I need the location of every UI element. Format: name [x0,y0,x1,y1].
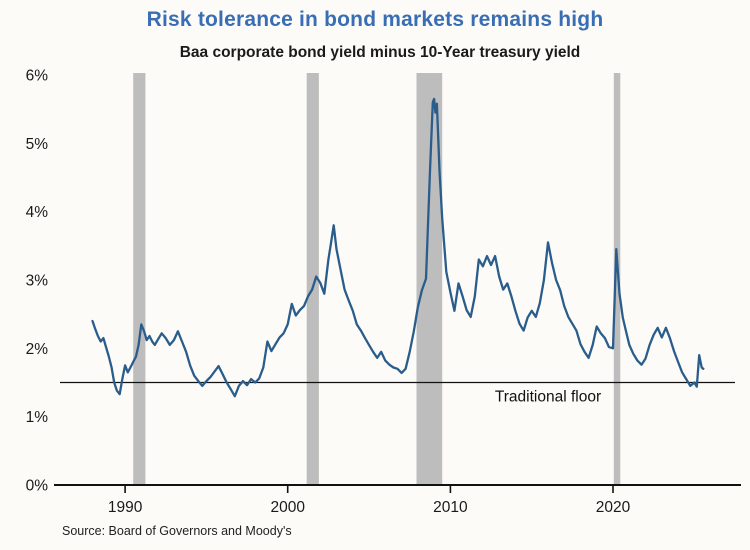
recession-band [133,73,146,485]
floor-label: Traditional floor [495,389,601,406]
y-tick-label: 1% [26,409,49,426]
x-tick-label: 2000 [270,499,305,516]
y-tick-label: 5% [26,136,49,153]
y-tick-label: 2% [26,341,49,358]
chart-subtitle: Baa corporate bond yield minus 10-Year t… [179,44,581,61]
recession-band [613,73,621,485]
y-tick-label: 4% [26,204,49,221]
x-tick-label: 2020 [596,499,631,516]
source-note: Source: Board of Governors and Moody's [62,524,292,538]
spread-line [91,97,705,398]
page-title: Risk tolerance in bond markets remains h… [146,8,604,31]
y-tick-label: 0% [26,478,49,495]
x-tick-label: 1990 [108,499,143,516]
y-tick-label: 3% [26,273,49,290]
x-tick-label: 2010 [433,499,468,516]
y-tick-label: 6% [26,68,49,85]
